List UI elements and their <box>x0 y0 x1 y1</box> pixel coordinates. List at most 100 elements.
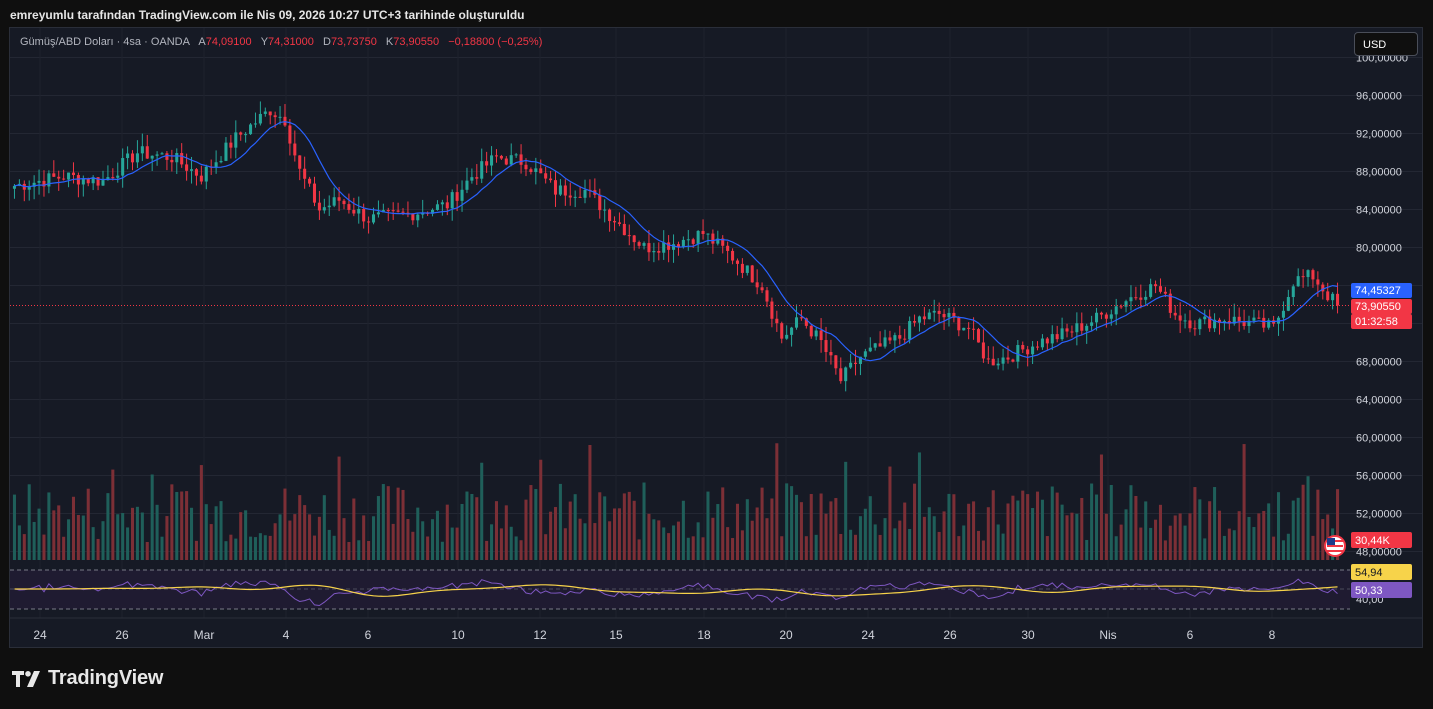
candle <box>435 200 439 211</box>
volume-bar <box>829 501 833 560</box>
candle-body <box>1193 328 1197 330</box>
volume-bar <box>863 508 867 560</box>
candle-body <box>1149 284 1153 297</box>
time-tick-label: 20 <box>779 628 793 642</box>
candle <box>967 322 971 340</box>
flag-canton <box>1327 538 1335 545</box>
volume-bar <box>539 459 543 560</box>
volume-bar <box>1001 533 1005 560</box>
candle-body <box>573 196 577 198</box>
time-tick-label: 6 <box>1187 628 1194 642</box>
candle <box>1227 308 1231 330</box>
candle-body <box>455 192 459 201</box>
volume-bar <box>357 540 361 560</box>
candle-body <box>224 142 228 161</box>
rsi-ma-value-label: 54,94 <box>1351 564 1412 580</box>
volume-bar <box>804 536 808 560</box>
candle-body <box>1326 291 1330 301</box>
candle-body <box>972 328 976 330</box>
candle <box>219 156 223 164</box>
candle-body <box>268 111 272 116</box>
volume-bar <box>1011 495 1015 560</box>
candle <box>101 170 105 186</box>
candle <box>180 143 184 168</box>
candle-body <box>721 238 725 246</box>
time-tick-label: 26 <box>115 628 129 642</box>
candle <box>937 302 941 323</box>
candle <box>829 339 833 365</box>
volume-bar <box>1321 519 1325 560</box>
symbol-name[interactable]: Gümüş/ABD Doları · 4sa · OANDA <box>20 36 190 48</box>
candle-body <box>1031 346 1035 355</box>
candle <box>1139 284 1143 309</box>
rsi-ma-line <box>14 584 1338 597</box>
candle <box>396 202 400 213</box>
chart-panel[interactable]: 100,00000 96,00000 92,00000 88,00000 84,0000… <box>9 27 1423 648</box>
candle-body <box>819 330 823 341</box>
volume-bar <box>140 512 144 560</box>
volume-bar <box>996 524 1000 560</box>
price-tick-label: 80,00000 <box>1356 243 1402 255</box>
candle-body <box>480 161 484 179</box>
candle-body <box>116 175 120 178</box>
volume-bar <box>229 534 233 560</box>
volume-bar <box>308 514 312 560</box>
candle <box>509 143 513 167</box>
volume-bar <box>1016 500 1020 560</box>
candle <box>1104 312 1108 328</box>
volume-bar <box>603 496 607 560</box>
volume-bar <box>1144 501 1148 560</box>
price-chart[interactable]: 100,0000096,0000092,0000088,0000084,0000… <box>10 28 1422 647</box>
volume-bar <box>22 534 26 560</box>
candle <box>1267 318 1271 330</box>
candle-body <box>726 245 730 251</box>
candle-body <box>863 351 867 357</box>
volume-bar <box>952 494 956 560</box>
volume-bar <box>888 466 892 560</box>
candle <box>726 241 730 264</box>
candle-body <box>96 177 100 186</box>
volume-bar <box>839 533 843 560</box>
candle-body <box>913 321 917 323</box>
currency-button[interactable]: USD <box>1354 32 1418 56</box>
volume-bar <box>130 507 135 560</box>
volume-bar <box>199 465 203 560</box>
candle <box>106 165 110 181</box>
candle-body <box>57 176 61 179</box>
candle-body <box>770 301 774 319</box>
change-value: −0,18800 (−0,25%) <box>448 36 543 48</box>
candle <box>214 150 218 174</box>
volume-bar <box>1203 538 1207 560</box>
candle <box>1154 280 1158 294</box>
tradingview-logo[interactable]: TradingView <box>12 667 163 690</box>
candle-body <box>1262 317 1266 328</box>
candle <box>342 198 346 210</box>
candle <box>52 160 56 177</box>
volume-bar <box>932 516 936 560</box>
candle-body <box>1001 357 1005 364</box>
volume-bar <box>1080 497 1084 560</box>
volume-bar <box>942 511 946 560</box>
candle <box>224 137 228 162</box>
candle-body <box>347 204 351 210</box>
volume-bar <box>352 498 356 560</box>
candle-body <box>194 169 198 176</box>
candle <box>150 155 154 172</box>
candle-body <box>27 186 31 190</box>
candle-body <box>785 334 789 339</box>
volume-bar <box>273 523 277 560</box>
volume-bar <box>893 528 897 560</box>
volume-bar <box>1281 540 1285 560</box>
candle <box>849 353 853 369</box>
volume-bar <box>1286 533 1290 560</box>
candle <box>745 265 749 276</box>
volume-bar <box>317 516 321 560</box>
candle-body <box>1006 357 1010 360</box>
candle <box>1311 268 1315 288</box>
candle-body <box>180 153 184 165</box>
candle-body <box>111 177 115 179</box>
candle <box>927 309 931 320</box>
candle <box>1168 289 1172 319</box>
rsi-value-label-bg <box>1351 582 1412 598</box>
candle <box>504 156 508 166</box>
